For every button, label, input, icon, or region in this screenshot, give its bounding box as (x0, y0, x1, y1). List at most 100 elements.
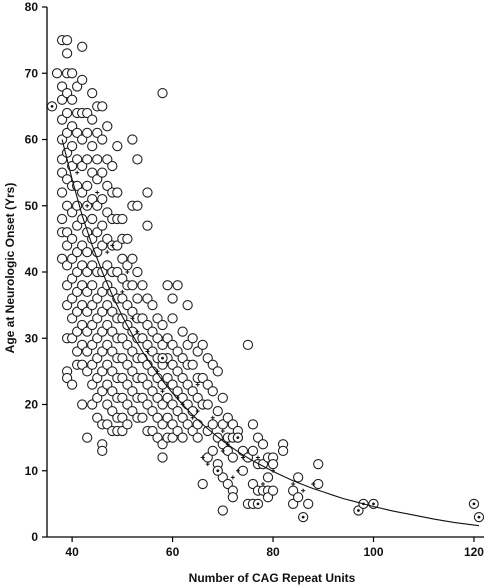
data-point (192, 419, 203, 430)
data-point-plus (291, 482, 296, 486)
data-point (167, 313, 178, 324)
data-point (292, 472, 304, 483)
data-point-plus (85, 203, 90, 208)
data-point-plus (105, 250, 110, 255)
data-point-plus (220, 429, 225, 433)
data-point (82, 154, 93, 165)
data-point (292, 492, 304, 503)
data-point-plus (260, 482, 265, 486)
dotted-circle-series (46, 101, 485, 523)
data-point (227, 452, 239, 463)
data-point (66, 233, 78, 245)
data-point (66, 379, 78, 390)
data-point (137, 280, 148, 291)
data-point (56, 187, 68, 198)
y-tick-label: 40 (25, 265, 39, 279)
data-point (127, 134, 138, 145)
y-tick-label: 30 (25, 331, 39, 345)
data-point-plus (255, 455, 260, 460)
data-point-dot (477, 515, 481, 519)
data-point (177, 432, 188, 443)
y-axis-title: Age at Neurologic Onset (Yrs) (3, 183, 17, 354)
y-tick-label: 10 (25, 464, 39, 478)
data-point (177, 326, 188, 337)
data-point (212, 405, 223, 417)
data-point (66, 140, 78, 152)
data-point (107, 160, 118, 172)
data-point (162, 280, 173, 291)
data-point-dot (50, 104, 54, 108)
data-point-dot (357, 509, 360, 512)
data-point (132, 154, 143, 165)
data-point (102, 121, 113, 132)
data-point (61, 48, 73, 59)
data-point-plus (110, 243, 115, 248)
data-point-plus (240, 455, 245, 460)
data-point (122, 419, 133, 430)
data-point (97, 134, 108, 145)
y-tick-label: 80 (25, 0, 39, 14)
data-point-plus (311, 482, 316, 486)
x-tick-label: 120 (464, 545, 484, 559)
data-point (97, 445, 108, 457)
data-point-plus (235, 468, 240, 473)
data-point (112, 140, 123, 152)
data-point (132, 293, 143, 304)
data-point (167, 293, 178, 304)
data-point (207, 386, 218, 397)
data-point (87, 280, 98, 291)
data-point (97, 101, 108, 112)
data-point (192, 432, 203, 443)
data-point-plus (190, 415, 195, 420)
data-point (212, 366, 223, 377)
data-point-plus (230, 475, 235, 480)
data-point (132, 266, 143, 278)
data-point (117, 213, 128, 225)
data-point-plus (301, 488, 306, 493)
data-point (97, 193, 108, 205)
data-point (267, 485, 279, 496)
data-point (157, 87, 168, 99)
data-point (82, 432, 93, 443)
data-point (61, 107, 73, 119)
data-point-plus (130, 316, 135, 321)
data-point (87, 213, 98, 225)
data-point (97, 167, 108, 178)
regression-curve (61, 139, 480, 527)
data-point-plus (120, 289, 125, 294)
data-point (182, 299, 193, 311)
data-point (71, 200, 83, 211)
data-point-plus (195, 409, 200, 414)
data-point (127, 253, 138, 264)
data-point (257, 439, 269, 450)
data-point (87, 140, 98, 152)
y-tick-label: 0 (31, 530, 38, 544)
data-point-plus (220, 448, 225, 453)
data-point (122, 233, 133, 245)
data-point (207, 419, 218, 430)
data-point (87, 87, 98, 99)
open-circle-series (51, 34, 324, 516)
data-point (92, 154, 103, 165)
data-point (61, 34, 73, 46)
data-point (82, 127, 93, 139)
data-point-plus (125, 270, 130, 274)
data-point-dot (161, 356, 164, 360)
data-point (202, 399, 213, 410)
data-point-dot (301, 515, 305, 519)
y-tick-label: 60 (25, 133, 39, 147)
data-point (197, 339, 208, 351)
data-point-dot (372, 502, 375, 506)
x-tick-label: 80 (266, 545, 280, 559)
data-point (82, 246, 93, 258)
data-point-dot (236, 436, 240, 440)
data-point (157, 452, 168, 463)
data-point (262, 472, 274, 483)
y-tick-label: 20 (25, 398, 39, 412)
data-point (313, 458, 324, 470)
data-point-dot (216, 469, 220, 473)
data-point (157, 319, 168, 331)
x-tick-label: 100 (363, 545, 383, 559)
data-point-plus (195, 382, 200, 387)
